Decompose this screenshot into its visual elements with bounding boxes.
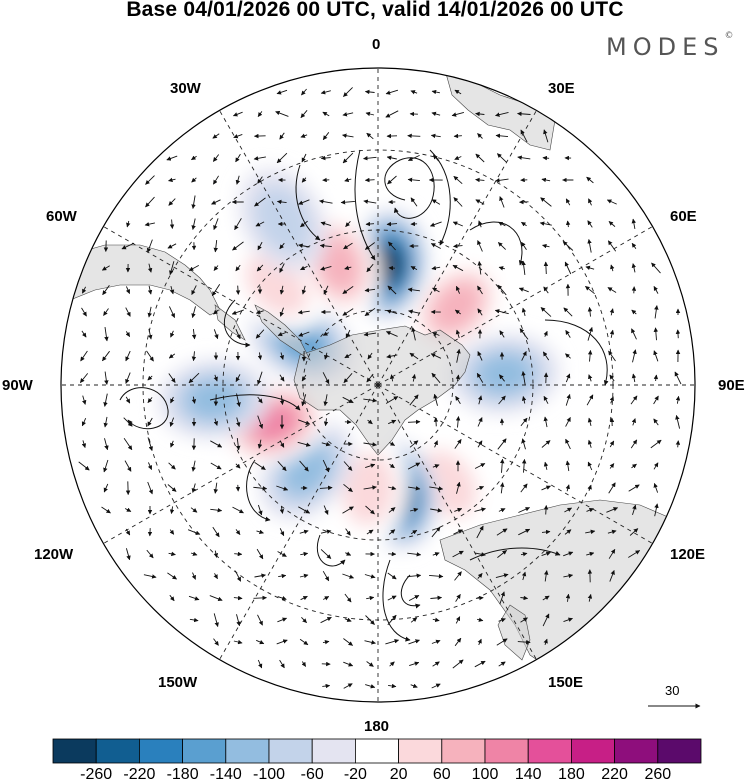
wind-arrow bbox=[543, 158, 549, 159]
colorbar-swatch bbox=[355, 739, 398, 763]
colorbar-swatch bbox=[485, 739, 528, 763]
colorbar-swatch bbox=[571, 739, 614, 763]
wind-arrow bbox=[366, 224, 374, 225]
wind-arrow bbox=[408, 422, 420, 423]
wind-arrow bbox=[477, 598, 484, 599]
wind-arrow bbox=[238, 286, 239, 295]
lon-label-120w: 120W bbox=[34, 546, 73, 563]
wind-arrow bbox=[234, 554, 242, 555]
colorbar-tick-label: 20 bbox=[390, 766, 408, 784]
colorbar-tick-label: 100 bbox=[472, 766, 499, 784]
colorbar-tick-label: -220 bbox=[123, 766, 155, 784]
wind-arrow bbox=[678, 330, 679, 338]
colorbar-tick-label: -60 bbox=[301, 766, 324, 784]
colorbar-swatch bbox=[226, 739, 269, 763]
lon-label-90w: 90W bbox=[2, 377, 33, 394]
lon-label-150w: 150W bbox=[158, 674, 197, 691]
colorbar-swatch bbox=[96, 739, 139, 763]
colorbar-swatch bbox=[139, 739, 182, 763]
colorbar-swatch bbox=[183, 739, 226, 763]
lon-label-180: 180 bbox=[364, 718, 389, 735]
colorbar-swatch bbox=[399, 739, 442, 763]
lon-label-30w: 30W bbox=[170, 80, 201, 97]
lon-label-90e: 90E bbox=[718, 377, 745, 394]
colorbar-swatch bbox=[528, 739, 571, 763]
colorbar-swatch bbox=[442, 739, 485, 763]
colorbar-swatch bbox=[269, 739, 312, 763]
wind-arrow bbox=[365, 180, 374, 181]
wind-arrow bbox=[436, 418, 437, 427]
colorbar-tick-label: -20 bbox=[344, 766, 367, 784]
colorbar-tick-label: -260 bbox=[80, 766, 112, 784]
colorbar bbox=[53, 739, 701, 763]
colorbar-tick-label: 260 bbox=[644, 766, 671, 784]
colorbar-tick-label: 220 bbox=[601, 766, 628, 784]
colorbar-swatch bbox=[312, 739, 355, 763]
colorbar-swatch bbox=[615, 739, 658, 763]
map-disk bbox=[40, 50, 720, 730]
wind-arrow bbox=[546, 506, 547, 515]
lon-label-150e: 150E bbox=[548, 674, 583, 691]
colorbar-tick-label: -180 bbox=[167, 766, 199, 784]
colorbar-tick-label: 180 bbox=[558, 766, 585, 784]
colorbar-tick-label: -140 bbox=[210, 766, 242, 784]
reference-vector-label: 30 bbox=[665, 683, 679, 698]
wind-arrow bbox=[678, 441, 679, 448]
lon-label-120e: 120E bbox=[670, 546, 705, 563]
colorbar-tick-label: -100 bbox=[253, 766, 285, 784]
lon-label-60e: 60E bbox=[670, 208, 697, 225]
wind-arrow bbox=[454, 136, 462, 137]
colorbar-tick-label: 60 bbox=[433, 766, 451, 784]
wind-arrow bbox=[254, 598, 267, 599]
wind-arrow bbox=[546, 262, 547, 274]
lon-label-0: 0 bbox=[372, 36, 380, 53]
colorbar-swatch bbox=[658, 739, 701, 763]
colorbar-swatch bbox=[53, 739, 96, 763]
lon-label-60w: 60W bbox=[46, 208, 77, 225]
lon-label-30e: 30E bbox=[548, 80, 575, 97]
colorbar-tick-label: 140 bbox=[515, 766, 542, 784]
wind-arrow bbox=[408, 136, 421, 137]
